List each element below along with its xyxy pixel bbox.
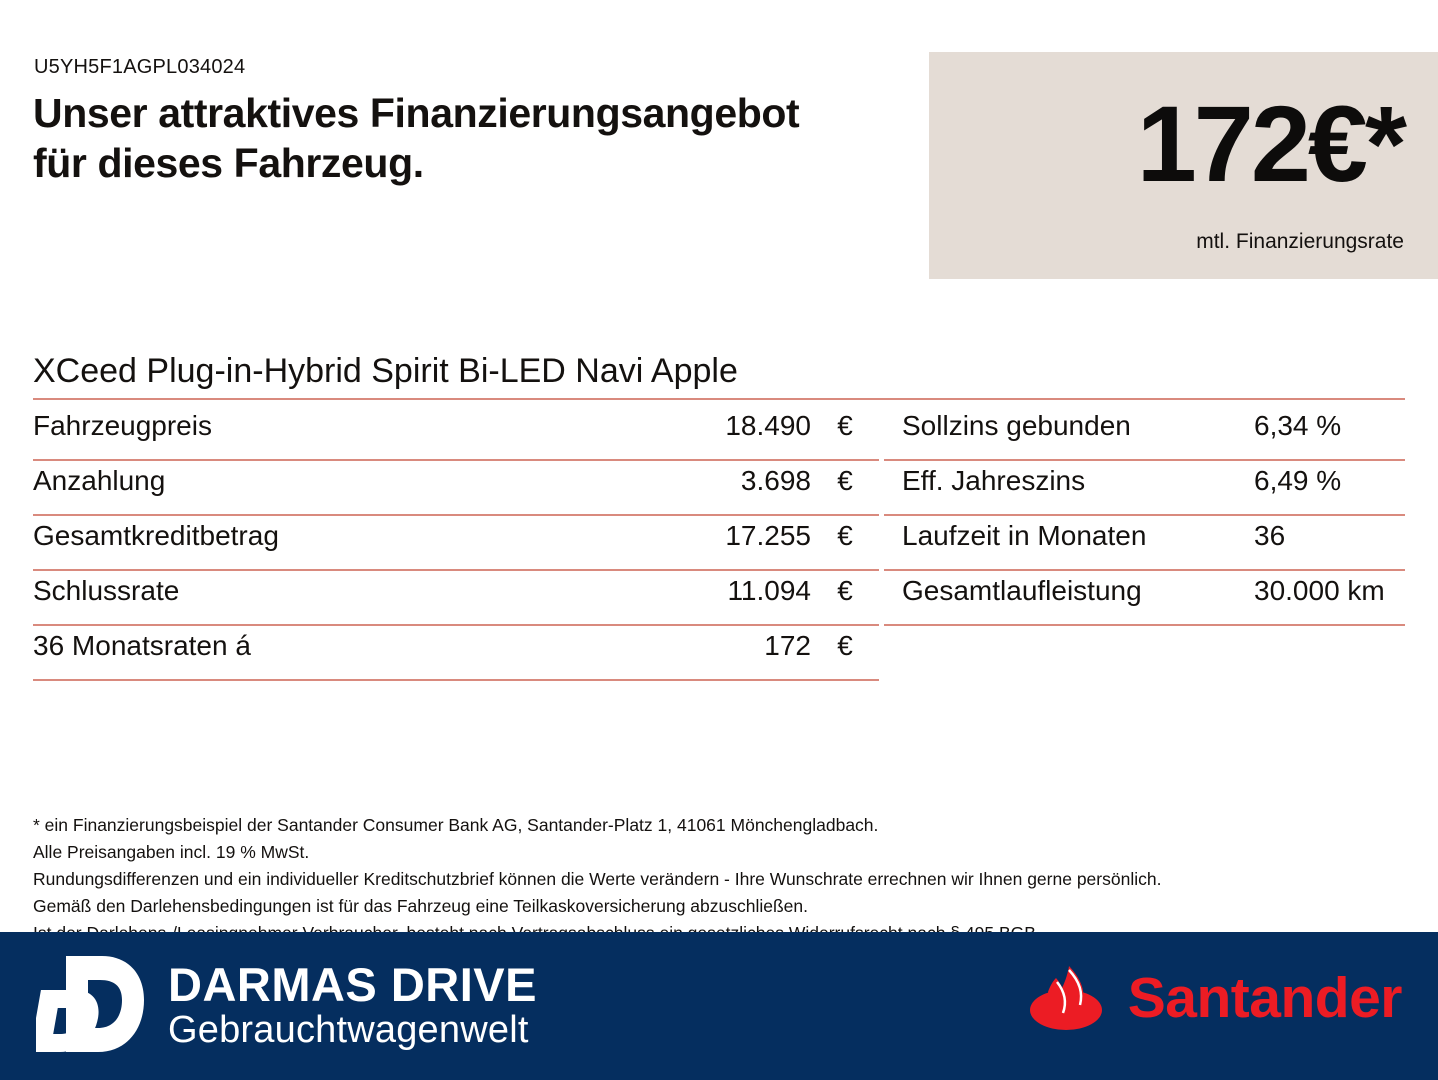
table-row: Anzahlung 3.698 € Eff. Jahreszins 6,49 % (33, 461, 1405, 516)
spec-unit: € (811, 626, 879, 681)
spec-value: 36 (1254, 516, 1405, 571)
spec-label: Gesamtlaufleistung (884, 571, 1254, 626)
dealer-name: DARMAS DRIVE (168, 957, 537, 1011)
spec-label: Sollzins gebunden (884, 406, 1254, 461)
legal-line-4: Gemäß den Darlehensbedingungen ist für d… (33, 895, 808, 916)
santander-flame-icon (1029, 966, 1102, 1030)
spec-label: Fahrzeugpreis (33, 406, 661, 461)
spec-value (1254, 626, 1405, 681)
table-row: 36 Monatsraten á 172 € (33, 626, 1405, 681)
darmas-d-monogram-icon (30, 950, 148, 1062)
spec-value: 18.490 (661, 406, 811, 461)
monthly-rate-amount: 172€* (1136, 83, 1407, 204)
spec-value: 6,34 % (1254, 406, 1405, 461)
monthly-rate-panel: 172€* mtl. Finanzierungsrate (929, 52, 1438, 279)
headline-line-2: für dieses Fahrzeug. (33, 140, 424, 187)
spec-unit: € (811, 571, 879, 626)
headline-line-1: Unser attraktives Finanzierungsangebot (33, 90, 800, 136)
bank-name: Santander (1127, 965, 1403, 1030)
legal-line-2: Alle Preisangaben incl. 19 % MwSt. (33, 841, 310, 862)
bank-logo: Santander (1026, 964, 1403, 1032)
spec-unit: € (811, 406, 879, 461)
spec-value: 30.000 km (1254, 571, 1405, 626)
legal-line-1: * ein Finanzierungsbeispiel der Santande… (33, 815, 879, 835)
spec-label: Anzahlung (33, 461, 661, 516)
spec-value: 11.094 (661, 571, 811, 626)
footer-bar: DARMAS DRIVE Gebrauchtwagenwelt Santande… (0, 932, 1438, 1080)
spec-unit: € (811, 461, 879, 516)
table-row: Fahrzeugpreis 18.490 € Sollzins gebunden… (33, 406, 1405, 461)
page-title: Unser attraktives Finanzierungsangebot f… (33, 88, 913, 188)
spec-label: Eff. Jahreszins (884, 461, 1254, 516)
financing-specs-table: Fahrzeugpreis 18.490 € Sollzins gebunden… (33, 406, 1405, 681)
spec-label: Laufzeit in Monaten (884, 516, 1254, 571)
spec-label: Schlussrate (33, 571, 661, 626)
dealer-wordmark: DARMAS DRIVE Gebrauchtwagenwelt (168, 957, 537, 1051)
spec-label: 36 Monatsraten á (33, 626, 661, 681)
spec-unit: € (811, 516, 879, 571)
vehicle-identification-number: U5YH5F1AGPL034024 (34, 56, 246, 78)
spec-value: 17.255 (661, 516, 811, 571)
spec-value: 172 (661, 626, 811, 681)
spec-label (884, 626, 1254, 681)
legal-line-3: Rundungsdifferenzen und ein individuelle… (33, 868, 1162, 889)
vehicle-title: XCeed Plug-in-Hybrid Spirit Bi-LED Navi … (33, 352, 1405, 401)
legal-disclaimer: * ein Finanzierungsbeispiel der Santande… (33, 812, 1363, 947)
dealer-logo: DARMAS DRIVE Gebrauchtwagenwelt (30, 950, 537, 1062)
spec-value: 3.698 (661, 461, 811, 516)
table-row: Schlussrate 11.094 € Gesamtlaufleistung … (33, 571, 1405, 626)
spec-label: Gesamtkreditbetrag (33, 516, 661, 571)
dealer-subtitle: Gebrauchtwagenwelt (168, 1008, 529, 1051)
table-row: Gesamtkreditbetrag 17.255 € Laufzeit in … (33, 516, 1405, 571)
spec-value: 6,49 % (1254, 461, 1405, 516)
monthly-rate-caption: mtl. Finanzierungsrate (1196, 230, 1404, 253)
